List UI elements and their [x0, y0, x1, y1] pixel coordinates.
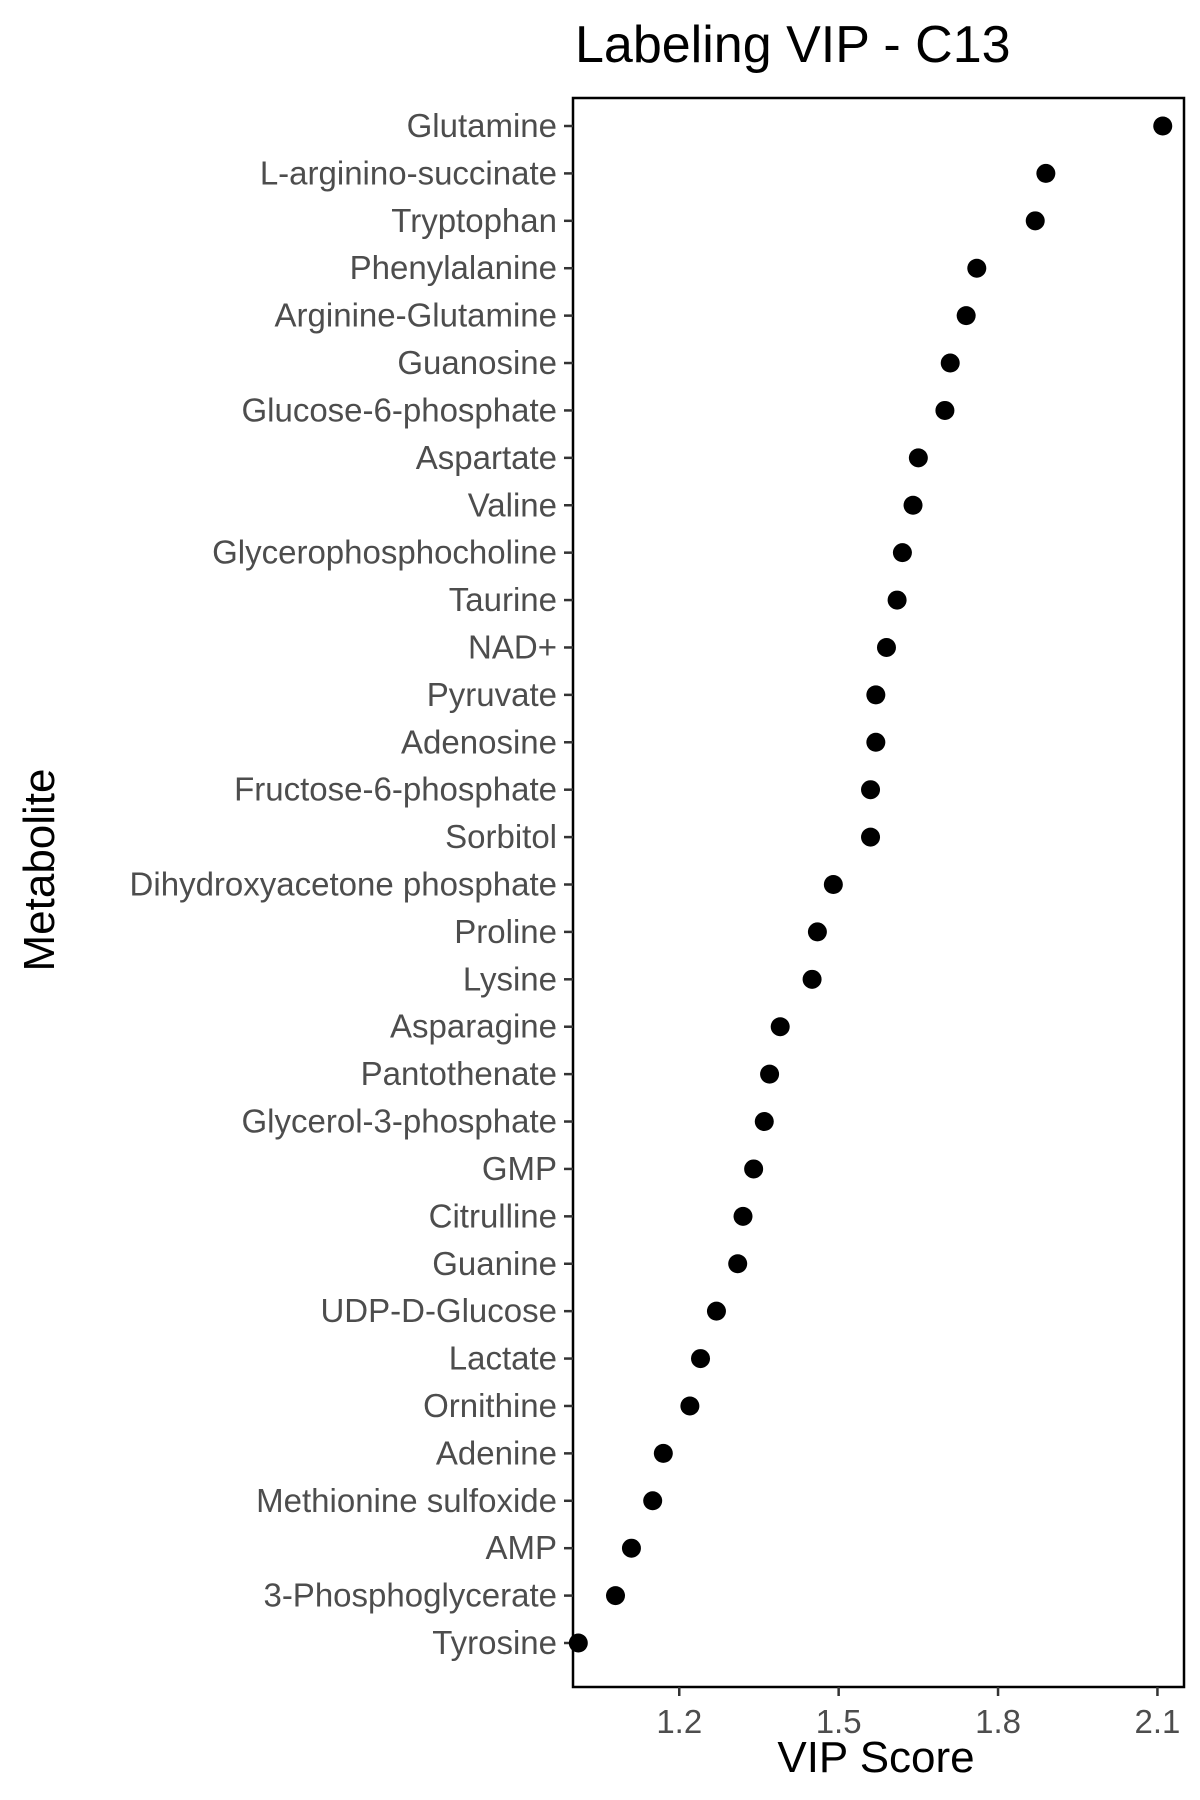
- y-tick-label: Tryptophan: [391, 202, 557, 239]
- y-tick-label: L-arginino-succinate: [260, 154, 557, 191]
- chart-title: Labeling VIP - C13: [575, 16, 1011, 74]
- data-point: [892, 543, 912, 563]
- data-point: [903, 495, 923, 515]
- data-point: [802, 969, 822, 989]
- data-point: [680, 1396, 700, 1416]
- data-point: [887, 590, 907, 610]
- y-tick-label: Tyrosine: [432, 1624, 557, 1661]
- data-point: [621, 1538, 641, 1558]
- data-point: [760, 1064, 780, 1084]
- y-tick-label: Dihydroxyacetone phosphate: [130, 866, 557, 903]
- data-point: [866, 685, 886, 705]
- y-tick-label: Aspartate: [416, 439, 557, 476]
- y-tick-label: Adenosine: [401, 723, 557, 760]
- y-tick-label: Guanosine: [397, 344, 557, 381]
- y-tick-label: Proline: [454, 913, 557, 950]
- y-tick-label: Glycerol-3-phosphate: [242, 1103, 558, 1140]
- data-point: [940, 353, 960, 373]
- data-point: [568, 1633, 588, 1653]
- y-tick-label: Arginine-Glutamine: [275, 297, 557, 334]
- y-tick-label: Asparagine: [390, 1008, 557, 1045]
- y-tick-label: Phenylalanine: [350, 249, 557, 286]
- y-tick-label: Fructose-6-phosphate: [234, 771, 557, 808]
- data-point: [606, 1586, 626, 1606]
- y-tick-label: Lysine: [463, 960, 557, 997]
- data-point: [935, 400, 955, 420]
- y-tick-label: Ornithine: [423, 1387, 557, 1424]
- y-tick-label: NAD+: [468, 628, 557, 665]
- data-point: [967, 258, 987, 278]
- x-tick-label: 1.8: [975, 1703, 1021, 1740]
- x-tick-label: 2.1: [1134, 1703, 1180, 1740]
- y-axis-title: Metabolite: [15, 768, 64, 971]
- x-tick-label: 1.5: [816, 1703, 862, 1740]
- data-point: [876, 637, 896, 657]
- y-tick-label: Adenine: [436, 1434, 557, 1471]
- data-point: [1025, 211, 1045, 231]
- y-tick-label: Sorbitol: [445, 818, 557, 855]
- x-axis-title: VIP Score: [777, 1733, 974, 1782]
- y-tick-label: Citrulline: [429, 1197, 557, 1234]
- data-point: [643, 1491, 663, 1511]
- y-tick-label: AMP: [485, 1529, 557, 1566]
- data-point: [728, 1254, 748, 1274]
- y-tick-label: Taurine: [449, 581, 557, 618]
- data-point: [861, 827, 881, 847]
- data-point: [956, 306, 976, 326]
- y-tick-label: Glutamine: [407, 107, 557, 144]
- y-tick-label: GMP: [482, 1150, 557, 1187]
- data-point: [744, 1159, 764, 1179]
- data-point: [866, 732, 886, 752]
- data-point: [1036, 163, 1056, 183]
- data-point: [861, 780, 881, 800]
- y-tick-label: 3-Phosphoglycerate: [263, 1577, 557, 1614]
- y-tick-label: Pyruvate: [427, 676, 557, 713]
- y-tick-label: Valine: [468, 486, 557, 523]
- y-tick-label: Glucose-6-phosphate: [241, 391, 557, 428]
- y-tick-label: Glycerophosphocholine: [212, 534, 557, 571]
- y-tick-label: Lactate: [449, 1340, 557, 1377]
- y-tick-label: Pantothenate: [361, 1055, 557, 1092]
- data-point: [770, 1017, 790, 1037]
- data-point: [807, 922, 827, 942]
- data-point: [691, 1349, 711, 1369]
- y-tick-label: Methionine sulfoxide: [256, 1482, 557, 1519]
- y-tick-label: Guanine: [432, 1245, 557, 1282]
- data-point: [754, 1112, 774, 1132]
- x-tick-label: 1.2: [656, 1703, 702, 1740]
- data-point: [1153, 116, 1173, 136]
- plot-layer: Glutamine L-arginino-succinate Tryptophan P…: [130, 96, 1186, 1740]
- data-point: [733, 1206, 753, 1226]
- y-tick-label: UDP-D-Glucose: [320, 1292, 557, 1329]
- data-point: [908, 448, 928, 468]
- plot-panel-border: [571, 96, 1186, 1689]
- data-point: [653, 1443, 673, 1463]
- data-point: [706, 1301, 726, 1321]
- data-point: [823, 875, 843, 894]
